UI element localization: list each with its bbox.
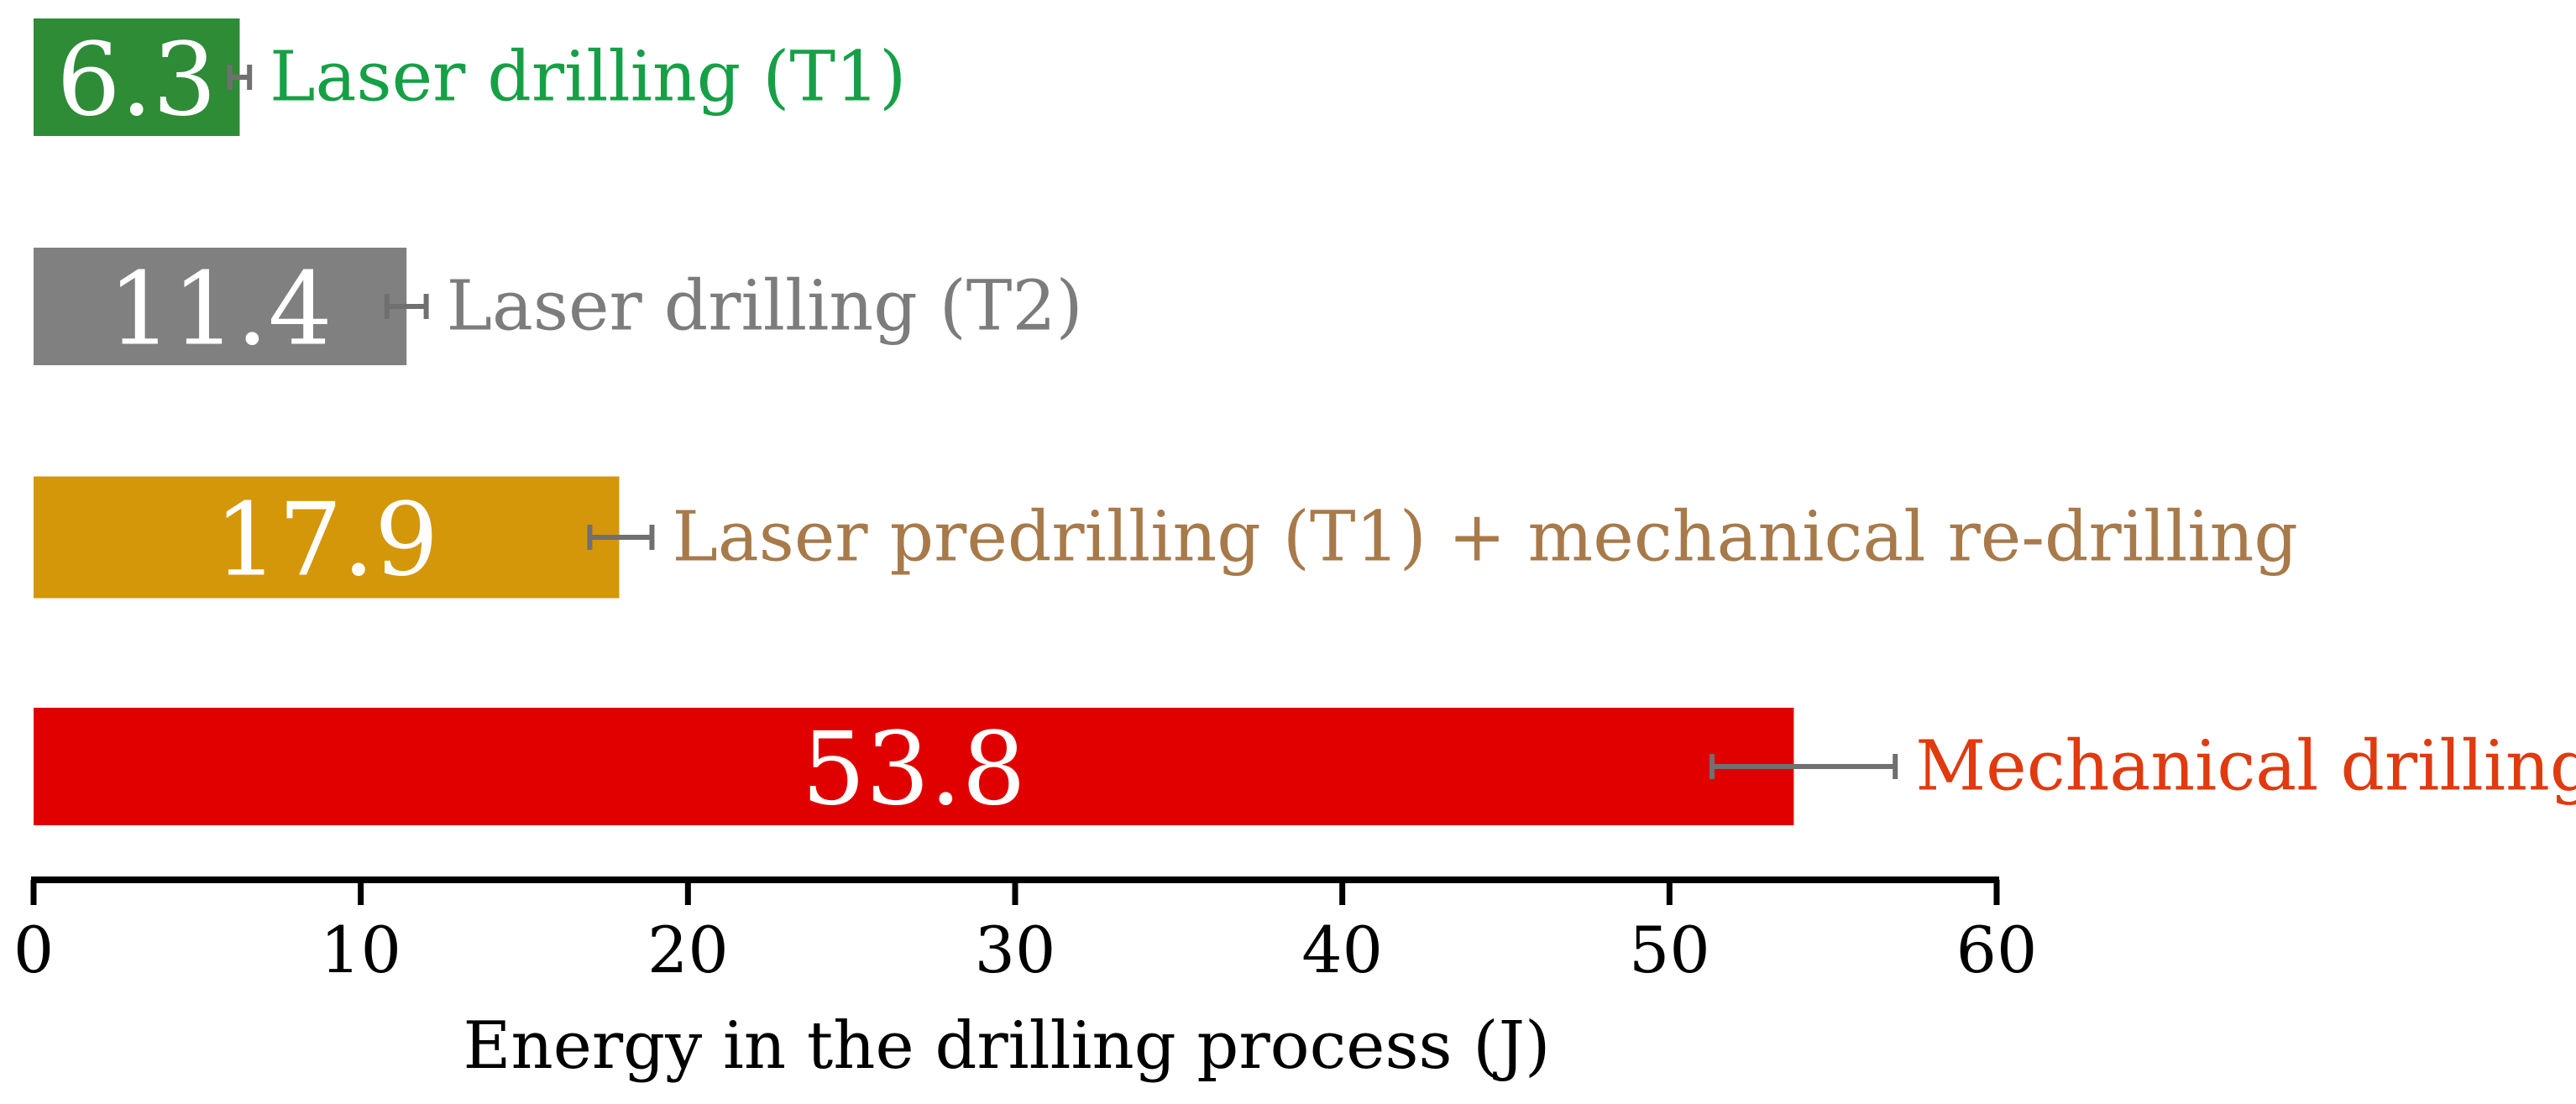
bar-3-value-label: 17.9: [214, 483, 438, 599]
bar-4-category-label: Mechanical drilling: [1915, 727, 2576, 807]
bar-1-value-label: 6.3: [56, 23, 217, 139]
bar-2-value-label: 11.4: [108, 252, 332, 369]
bars-layer: 6.3 Laser drilling (T1) 11.4 Laser drilling…: [34, 18, 2576, 829]
bar-4-value-label: 53.8: [802, 712, 1026, 829]
bar-1-category-label: Laser drilling (T1): [270, 38, 906, 118]
x-tick-label-20: 20: [647, 913, 729, 987]
bar-1: [34, 18, 240, 136]
x-tick-label-0: 0: [13, 913, 54, 987]
bar-3-error-bar: [587, 525, 655, 550]
bar-2-category-label: Laser drilling (T2): [447, 267, 1083, 347]
bar-3-category-label: Laser predrilling (T1) + mechanical re-d…: [672, 498, 2297, 578]
bar-3: [34, 476, 620, 599]
x-axis-title: Energy in the drilling process (J): [463, 1008, 1551, 1084]
x-tick-label-10: 10: [320, 913, 401, 987]
bar-2: [34, 248, 407, 365]
x-axis: 0 10 20 30 40 50 60: [13, 876, 2038, 987]
x-tick-label-40: 40: [1301, 913, 1383, 987]
x-tick-label-30: 30: [975, 913, 1056, 987]
x-tick-label-50: 50: [1629, 913, 1710, 987]
x-tick-label-60: 60: [1956, 913, 2038, 987]
bar-1-error-bar: [227, 65, 253, 90]
bar-4-error-bar: [1709, 754, 1898, 779]
bar-2-error-bar: [384, 294, 429, 319]
bar-4: [34, 708, 1794, 825]
